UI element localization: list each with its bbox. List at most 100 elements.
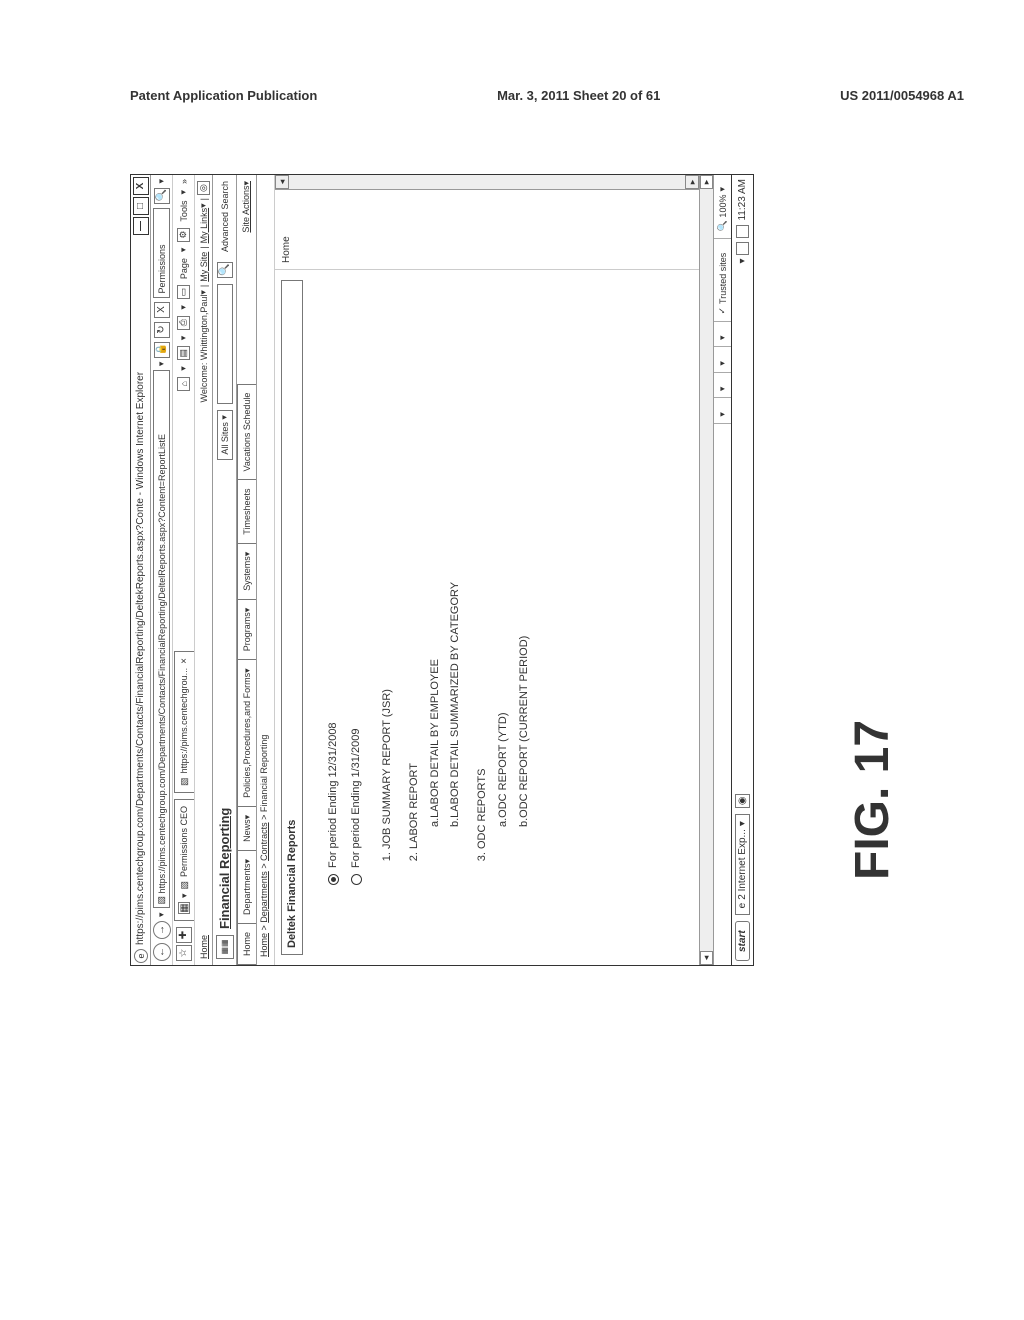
add-favorites-icon[interactable]: ✚ xyxy=(176,927,192,943)
browser-search-input[interactable]: Permissions xyxy=(153,208,170,298)
fav-item-label: Permissions CEO xyxy=(179,806,189,877)
site-actions-menu[interactable]: Site Actions▾ xyxy=(241,181,252,233)
favorites-star-icon[interactable]: ☆ xyxy=(176,945,192,961)
mylinks-link[interactable]: My Links xyxy=(199,208,209,244)
sp-search-go-button[interactable]: 🔍 xyxy=(217,262,233,278)
search-dropdown[interactable]: ▾ xyxy=(156,179,167,184)
period-radio-1[interactable]: For period Ending 12/31/2008 xyxy=(323,280,344,885)
tab-label: https://pims.centechgrou... xyxy=(179,668,189,774)
url-dropdown[interactable]: ▾ xyxy=(156,362,167,367)
status-seg-4: ▾ xyxy=(714,330,731,348)
nav-tab-home[interactable]: Home xyxy=(237,923,256,965)
home-icon[interactable]: ⌂ xyxy=(177,377,190,391)
report-sub-2b[interactable]: b.LABOR DETAIL SUMMARIZED BY CATEGORY xyxy=(445,280,466,849)
vertical-scrollbar[interactable]: ◂ ▸ xyxy=(275,175,699,190)
url-text: https://pims.centechgroup.com/Department… xyxy=(157,434,167,893)
radio-label: For period Ending 12/31/2008 xyxy=(323,722,344,868)
crumb-contracts[interactable]: Contracts xyxy=(259,822,269,861)
patent-page-header: Patent Application Publication Mar. 3, 2… xyxy=(130,88,964,103)
search-placeholder: Permissions xyxy=(157,245,167,294)
horizontal-scrollbar[interactable]: ◂ ▸ xyxy=(699,175,713,965)
scroll-track[interactable] xyxy=(289,175,685,189)
welcome-dropdown[interactable]: ▾ xyxy=(198,290,209,295)
nav-tab-vacations[interactable]: Vacations Schedule xyxy=(237,384,256,481)
tools-gear-icon[interactable]: ⚙ xyxy=(177,228,190,242)
status-trusted: ✓ Trusted sites xyxy=(714,247,731,322)
chevron-right-icon[interactable]: » xyxy=(179,179,189,184)
search-scope-dropdown[interactable]: All Sites ▾ xyxy=(217,410,233,460)
crumb-departments[interactable]: Departments xyxy=(259,871,269,923)
tab-page-icon: ▧ xyxy=(179,777,190,786)
report-sub-3b[interactable]: b.ODC REPORT (CURRENT PERIOD) xyxy=(514,280,535,849)
tray-clock: 11:23 AM xyxy=(737,179,748,221)
report-sub-3a[interactable]: a.ODC REPORT (YTD) xyxy=(493,280,514,849)
report-body: For period Ending 12/31/2008 For period … xyxy=(323,280,535,955)
nav-tab-programs[interactable]: Programs▾ xyxy=(237,599,256,661)
report-sub-2a[interactable]: a.LABOR DETAIL BY EMPLOYEE xyxy=(425,280,446,849)
report-item-1[interactable]: JOB SUMMARY REPORT (JSR) xyxy=(377,280,398,849)
search-go-button[interactable]: 🔍 xyxy=(154,188,170,204)
scroll-down-arrow[interactable]: ▸ xyxy=(685,175,699,189)
forward-button[interactable]: → xyxy=(153,921,171,939)
favorites-bar-item[interactable]: ▦▾ ▧ Permissions CEO xyxy=(174,799,194,921)
zoom-label: 100% xyxy=(718,195,728,218)
refresh-button[interactable]: ↻ xyxy=(154,322,170,338)
start-button[interactable]: start xyxy=(735,921,750,961)
help-icon[interactable]: ◎ xyxy=(197,181,210,195)
nav-label: Departments xyxy=(242,863,252,915)
scroll-right-arrow[interactable]: ▸ xyxy=(700,175,713,189)
minimize-button[interactable]: — xyxy=(133,217,149,235)
feeds-icon[interactable]: ▤ xyxy=(177,346,190,360)
site-title[interactable]: Financial Reporting xyxy=(217,808,232,929)
sp-home-link[interactable]: Home xyxy=(199,935,209,959)
page-menu[interactable]: Page xyxy=(179,258,189,279)
advanced-search-link[interactable]: Advanced Search xyxy=(220,181,230,252)
scope-label: All Sites xyxy=(220,422,230,455)
period-radio-2[interactable]: For period Ending 1/31/2009 xyxy=(346,280,367,885)
sp-search-input[interactable] xyxy=(217,284,233,404)
report-item-3[interactable]: ODC REPORTS a.ODC REPORT (YTD) b.ODC REP… xyxy=(472,280,535,849)
start-label: start xyxy=(737,930,748,952)
nav-tab-timesheets[interactable]: Timesheets xyxy=(237,480,256,544)
tools-menu[interactable]: Tools xyxy=(179,201,189,222)
close-button[interactable]: X xyxy=(133,177,149,195)
tab-close-icon[interactable]: × xyxy=(179,658,190,664)
status-zoom[interactable]: 🔍 100% ▾ xyxy=(714,181,731,239)
maximize-button[interactable]: □ xyxy=(133,197,149,215)
page-menu-icon[interactable]: ▭ xyxy=(177,285,190,299)
windows-taskbar: start e 2 Internet Exp...▾ ◉ ▾ 11:23 AM xyxy=(731,175,753,965)
back-button[interactable]: ← xyxy=(153,943,171,961)
taskbar-item-ie[interactable]: e 2 Internet Exp...▾ xyxy=(735,814,750,915)
nav-tab-policies[interactable]: Policies,Procedures,and Forms▾ xyxy=(237,659,256,807)
report-item-2[interactable]: LABOR REPORT a.LABOR DETAIL BY EMPLOYEE … xyxy=(404,280,467,849)
nav-label: Systems xyxy=(242,556,252,591)
taskbar-item-2[interactable]: ◉ xyxy=(735,794,750,808)
crumb-home[interactable]: Home xyxy=(259,933,269,957)
sp-top-nav: Home Departments▾ News▾ Policies,Procedu… xyxy=(237,175,257,965)
address-bar-row: ← → ▾ ▧ https://pims.centechgroup.com/De… xyxy=(151,175,173,965)
nav-tab-systems[interactable]: Systems▾ xyxy=(237,543,256,600)
side-home-link[interactable]: Home xyxy=(281,196,292,263)
tray-icon-2[interactable] xyxy=(736,225,749,238)
scroll-up-arrow[interactable]: ◂ xyxy=(275,175,289,189)
fav-item-icon: ▧ xyxy=(179,881,190,890)
welcome-text: Welcome: Whittington,Paul xyxy=(199,295,209,403)
hscroll-track[interactable] xyxy=(700,189,713,951)
right-side-column: Home xyxy=(275,190,699,270)
nav-history-dropdown[interactable]: ▾ xyxy=(156,912,167,917)
window-title: https://pims.centechgroup.com/Department… xyxy=(135,239,146,945)
browser-tab-active[interactable]: ▧ https://pims.centechgrou... × xyxy=(174,651,194,793)
mysite-link[interactable]: My Site xyxy=(199,252,209,282)
task-label: 2 Internet Exp... xyxy=(737,829,748,900)
nav-tab-departments[interactable]: Departments▾ xyxy=(237,850,256,924)
nav-tab-news[interactable]: News▾ xyxy=(237,806,256,851)
site-logo-icon: ▦▦ xyxy=(216,935,234,959)
url-input[interactable]: ▧ https://pims.centechgroup.com/Departme… xyxy=(153,370,170,908)
tray-icon-1[interactable] xyxy=(736,242,749,255)
main-column: Deltek Financial Reports For period Endi… xyxy=(275,270,699,965)
command-bar: ⌂▾ ▤▾ ⎙▾ ▭ Page▾ ⚙ Tools▾ » xyxy=(177,179,190,391)
scroll-left-arrow[interactable]: ◂ xyxy=(700,951,713,965)
tray-expand-icon[interactable]: ▾ xyxy=(737,259,748,264)
stop-button[interactable]: X xyxy=(154,302,170,318)
print-icon[interactable]: ⎙ xyxy=(177,316,190,330)
